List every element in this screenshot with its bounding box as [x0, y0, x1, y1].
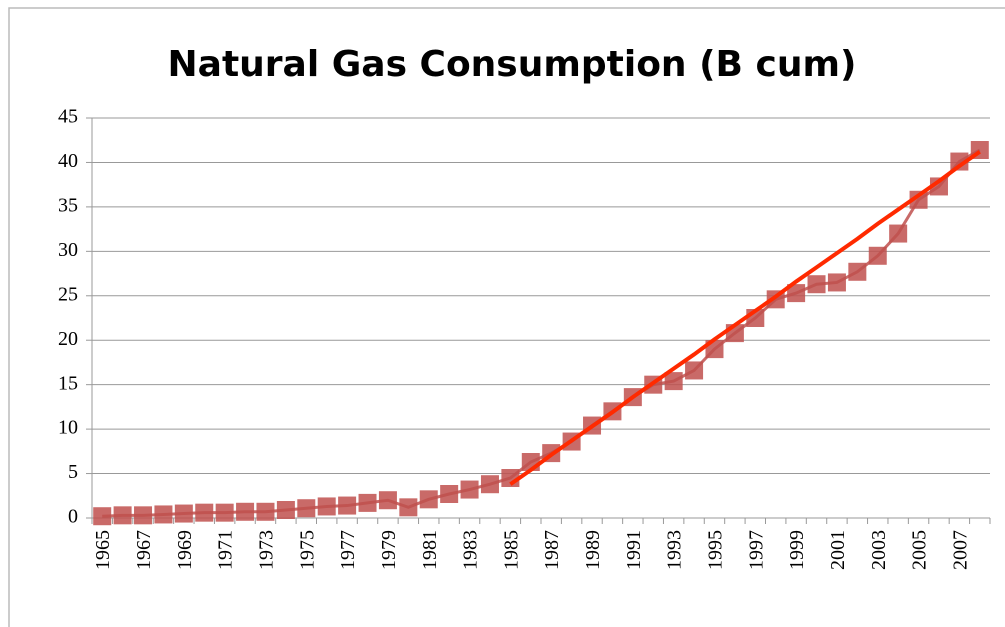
marker [440, 485, 459, 503]
y-tick-label: 5 [68, 461, 78, 483]
marker [460, 480, 479, 499]
y-tick-label: 40 [58, 150, 78, 172]
x-tick-label: 1975 [296, 530, 318, 570]
marker [664, 372, 683, 391]
x-tick-label: 1987 [541, 530, 563, 570]
marker [236, 502, 255, 521]
marker [174, 504, 193, 523]
marker [113, 506, 132, 525]
x-tick-label: 2005 [909, 530, 931, 570]
marker [787, 284, 806, 303]
x-tick-label: 2007 [949, 530, 971, 570]
y-tick-label: 10 [58, 417, 78, 439]
y-tick-label: 35 [58, 194, 78, 216]
marker [297, 499, 316, 518]
x-tick-label: 2003 [868, 530, 890, 570]
x-tick-label: 1999 [786, 530, 808, 570]
marker [256, 502, 275, 521]
marker [827, 273, 846, 292]
y-tick-label: 15 [58, 372, 78, 394]
marker [868, 246, 887, 265]
y-tick-label: 20 [58, 328, 78, 350]
x-tick-label: 1991 [623, 530, 645, 570]
marker [909, 190, 928, 209]
marker [685, 361, 704, 380]
marker [399, 498, 418, 517]
x-tick-label: 1981 [419, 530, 441, 570]
marker [848, 262, 867, 281]
marker [889, 224, 908, 243]
marker [154, 505, 173, 524]
x-tick-label: 1971 [215, 530, 237, 570]
x-tick-label: 1995 [704, 530, 726, 570]
x-tick-label: 1977 [337, 530, 359, 570]
x-tick-label: 2001 [827, 530, 849, 570]
x-tick-label: 1997 [745, 530, 767, 570]
chart-title: Natural Gas Consumption (B cum) [168, 44, 857, 85]
marker [950, 152, 969, 171]
x-tick-label: 1983 [460, 530, 482, 570]
x-tick-label: 1969 [174, 530, 196, 570]
x-tick-label: 1965 [92, 530, 114, 570]
x-tick-label: 1993 [664, 530, 686, 570]
y-tick-label: 45 [58, 106, 78, 128]
x-tick-label: 1973 [255, 530, 277, 570]
marker [480, 475, 499, 494]
marker [807, 275, 826, 294]
chart-frame [8, 7, 1005, 627]
y-tick-label: 30 [58, 239, 78, 261]
y-tick-label: 0 [68, 506, 78, 528]
marker [419, 490, 438, 509]
y-tick-label: 25 [58, 283, 78, 305]
x-tick-label: 1979 [378, 530, 400, 570]
marker [195, 503, 214, 522]
x-tick-label: 1989 [582, 530, 604, 570]
marker [378, 491, 397, 510]
marker [276, 501, 295, 519]
marker [317, 497, 336, 516]
x-tick-label: 1985 [500, 530, 522, 570]
marker [338, 496, 357, 515]
marker [93, 507, 112, 526]
x-tick-label: 1967 [133, 530, 155, 570]
trend-line [509, 150, 981, 486]
marker [215, 503, 234, 522]
marker [134, 506, 153, 525]
marker [358, 493, 377, 512]
